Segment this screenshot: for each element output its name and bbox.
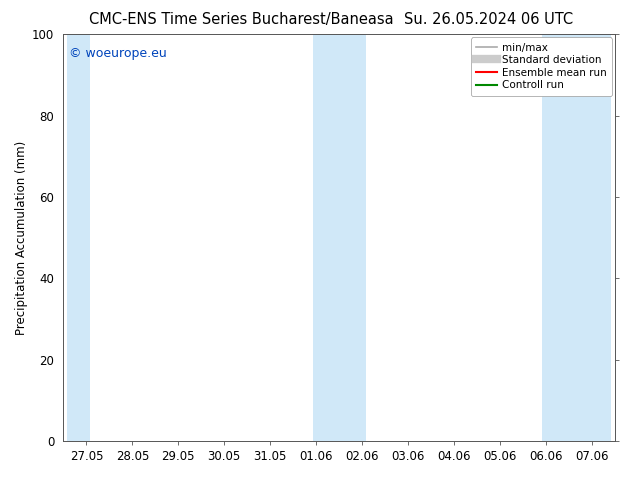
- Bar: [313, 34, 366, 441]
- Legend: min/max, Standard deviation, Ensemble mean run, Controll run: min/max, Standard deviation, Ensemble me…: [470, 37, 612, 96]
- Bar: [542, 34, 611, 441]
- Text: CMC-ENS Time Series Bucharest/Baneasa: CMC-ENS Time Series Bucharest/Baneasa: [89, 12, 393, 27]
- Text: © woeurope.eu: © woeurope.eu: [69, 47, 167, 59]
- Bar: [67, 34, 90, 441]
- Text: Su. 26.05.2024 06 UTC: Su. 26.05.2024 06 UTC: [404, 12, 573, 27]
- Y-axis label: Precipitation Accumulation (mm): Precipitation Accumulation (mm): [15, 141, 28, 335]
